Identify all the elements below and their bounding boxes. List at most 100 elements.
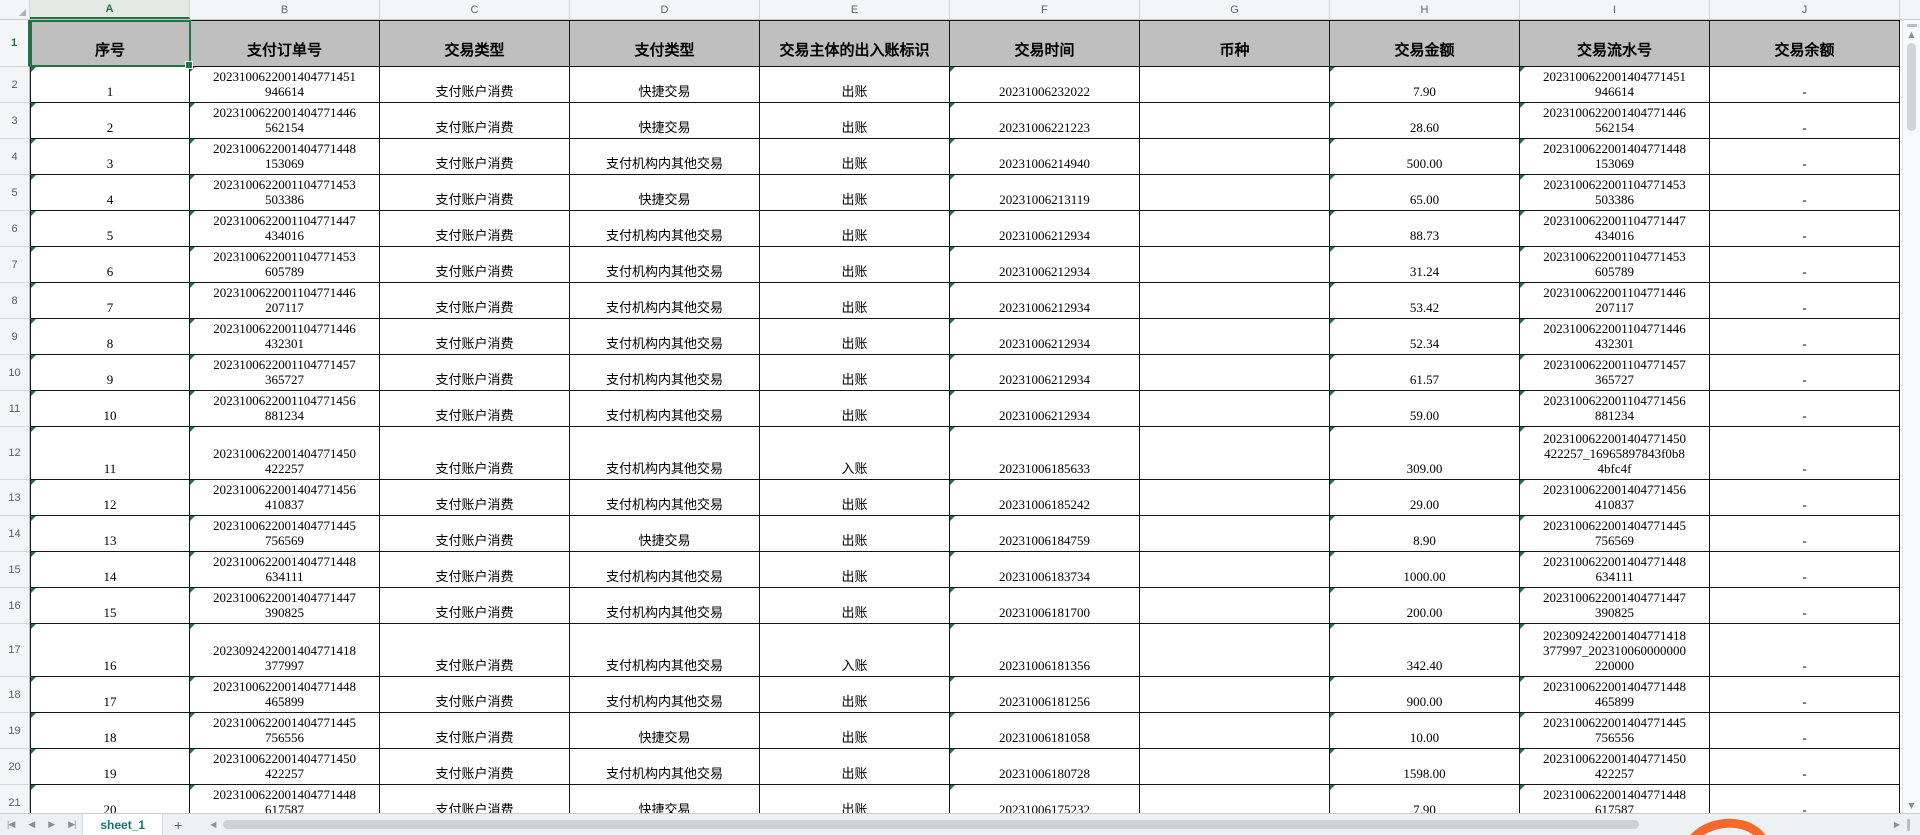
- header-cell-D1[interactable]: 支付类型: [570, 20, 760, 67]
- cell-F15[interactable]: 20231006183734: [950, 552, 1140, 588]
- cell-I19[interactable]: 2023100622001404771445756556: [1520, 713, 1710, 749]
- cell-B12[interactable]: 2023100622001404771450422257: [190, 427, 380, 480]
- cell-I20[interactable]: 2023100622001404771450422257: [1520, 749, 1710, 785]
- cell-D15[interactable]: 支付机构内其他交易: [570, 552, 760, 588]
- cell-A7[interactable]: 6: [30, 247, 190, 283]
- cell-I17[interactable]: 2023092422001404771418377997_20231006000…: [1520, 624, 1710, 677]
- cell-A5[interactable]: 4: [30, 175, 190, 211]
- cell-E15[interactable]: 出账: [760, 552, 950, 588]
- horizontal-split-handle[interactable]: [1907, 818, 1910, 831]
- cell-G13[interactable]: [1140, 480, 1330, 516]
- cell-E20[interactable]: 出账: [760, 749, 950, 785]
- cell-J18[interactable]: -: [1710, 677, 1900, 713]
- add-sheet-button[interactable]: +: [174, 816, 183, 833]
- cell-F12[interactable]: 20231006185633: [950, 427, 1140, 480]
- cell-H11[interactable]: 59.00: [1330, 391, 1520, 427]
- cell-I10[interactable]: 2023100622001104771457365727: [1520, 355, 1710, 391]
- cell-H15[interactable]: 1000.00: [1330, 552, 1520, 588]
- cell-G18[interactable]: [1140, 677, 1330, 713]
- cell-A9[interactable]: 8: [30, 319, 190, 355]
- cell-E6[interactable]: 出账: [760, 211, 950, 247]
- cell-I16[interactable]: 2023100622001404771447390825: [1520, 588, 1710, 624]
- cell-J10[interactable]: -: [1710, 355, 1900, 391]
- cell-H7[interactable]: 31.24: [1330, 247, 1520, 283]
- cell-D7[interactable]: 支付机构内其他交易: [570, 247, 760, 283]
- header-cell-J1[interactable]: 交易余额: [1710, 20, 1900, 67]
- cell-J11[interactable]: -: [1710, 391, 1900, 427]
- cell-E18[interactable]: 出账: [760, 677, 950, 713]
- row-header-19[interactable]: 19: [0, 713, 30, 749]
- cell-E2[interactable]: 出账: [760, 67, 950, 103]
- cell-B10[interactable]: 2023100622001104771457365727: [190, 355, 380, 391]
- first-sheet-button[interactable]: |◀: [7, 819, 15, 829]
- cell-C2[interactable]: 支付账户消费: [380, 67, 570, 103]
- horizontal-scroll-track[interactable]: [221, 814, 1888, 835]
- cell-I14[interactable]: 2023100622001404771445756569: [1520, 516, 1710, 552]
- cell-A13[interactable]: 12: [30, 480, 190, 516]
- prev-sheet-button[interactable]: ◀: [28, 819, 35, 829]
- column-header-B[interactable]: B: [190, 0, 380, 19]
- cell-B15[interactable]: 2023100622001404771448634111: [190, 552, 380, 588]
- row-header-13[interactable]: 13: [0, 480, 30, 516]
- cell-I15[interactable]: 2023100622001404771448634111: [1520, 552, 1710, 588]
- cell-D2[interactable]: 快捷交易: [570, 67, 760, 103]
- header-cell-H1[interactable]: 交易金额: [1330, 20, 1520, 67]
- cell-H8[interactable]: 53.42: [1330, 283, 1520, 319]
- row-header-4[interactable]: 4: [0, 139, 30, 175]
- row-header-17[interactable]: 17: [0, 624, 30, 677]
- cell-E19[interactable]: 出账: [760, 713, 950, 749]
- scroll-down-icon[interactable]: ▼: [1908, 801, 1915, 810]
- cell-B6[interactable]: 2023100622001104771447434016: [190, 211, 380, 247]
- cell-A16[interactable]: 15: [30, 588, 190, 624]
- cell-A14[interactable]: 13: [30, 516, 190, 552]
- cell-G12[interactable]: [1140, 427, 1330, 480]
- cell-E8[interactable]: 出账: [760, 283, 950, 319]
- header-cell-E1[interactable]: 交易主体的出入账标识: [760, 20, 950, 67]
- row-header-12[interactable]: 12: [0, 427, 30, 480]
- cell-F13[interactable]: 20231006185242: [950, 480, 1140, 516]
- cell-E7[interactable]: 出账: [760, 247, 950, 283]
- column-header-G[interactable]: G: [1140, 0, 1330, 19]
- cell-E4[interactable]: 出账: [760, 139, 950, 175]
- cell-J14[interactable]: -: [1710, 516, 1900, 552]
- cell-H12[interactable]: 309.00: [1330, 427, 1520, 480]
- cell-D20[interactable]: 支付机构内其他交易: [570, 749, 760, 785]
- cell-C8[interactable]: 支付账户消费: [380, 283, 570, 319]
- cell-D12[interactable]: 支付机构内其他交易: [570, 427, 760, 480]
- cell-G20[interactable]: [1140, 749, 1330, 785]
- cell-A20[interactable]: 19: [30, 749, 190, 785]
- column-header-D[interactable]: D: [570, 0, 760, 19]
- cell-I5[interactable]: 2023100622001104771453503386: [1520, 175, 1710, 211]
- cell-D13[interactable]: 支付机构内其他交易: [570, 480, 760, 516]
- row-header-16[interactable]: 16: [0, 588, 30, 624]
- cell-C10[interactable]: 支付账户消费: [380, 355, 570, 391]
- cell-E5[interactable]: 出账: [760, 175, 950, 211]
- cell-D18[interactable]: 支付机构内其他交易: [570, 677, 760, 713]
- cell-G14[interactable]: [1140, 516, 1330, 552]
- cell-J5[interactable]: -: [1710, 175, 1900, 211]
- cell-A19[interactable]: 18: [30, 713, 190, 749]
- cell-B4[interactable]: 2023100622001404771448153069: [190, 139, 380, 175]
- cell-F19[interactable]: 20231006181058: [950, 713, 1140, 749]
- cell-C9[interactable]: 支付账户消费: [380, 319, 570, 355]
- cell-C4[interactable]: 支付账户消费: [380, 139, 570, 175]
- cell-E9[interactable]: 出账: [760, 319, 950, 355]
- cell-F5[interactable]: 20231006213119: [950, 175, 1140, 211]
- cell-A4[interactable]: 3: [30, 139, 190, 175]
- cell-B2[interactable]: 2023100622001404771451946614: [190, 67, 380, 103]
- cell-G10[interactable]: [1140, 355, 1330, 391]
- vertical-scrollbar[interactable]: ▲ ▼: [1902, 20, 1920, 813]
- cell-D6[interactable]: 支付机构内其他交易: [570, 211, 760, 247]
- cell-H13[interactable]: 29.00: [1330, 480, 1520, 516]
- cell-C18[interactable]: 支付账户消费: [380, 677, 570, 713]
- column-header-I[interactable]: I: [1520, 0, 1710, 19]
- cell-F9[interactable]: 20231006212934: [950, 319, 1140, 355]
- column-header-J[interactable]: J: [1710, 0, 1900, 19]
- row-header-7[interactable]: 7: [0, 247, 30, 283]
- cell-F10[interactable]: 20231006212934: [950, 355, 1140, 391]
- cell-J2[interactable]: -: [1710, 67, 1900, 103]
- cell-H2[interactable]: 7.90: [1330, 67, 1520, 103]
- horizontal-scroll-thumb[interactable]: [223, 820, 1639, 829]
- cell-J12[interactable]: -: [1710, 427, 1900, 480]
- vertical-scroll-thumb[interactable]: [1907, 43, 1916, 131]
